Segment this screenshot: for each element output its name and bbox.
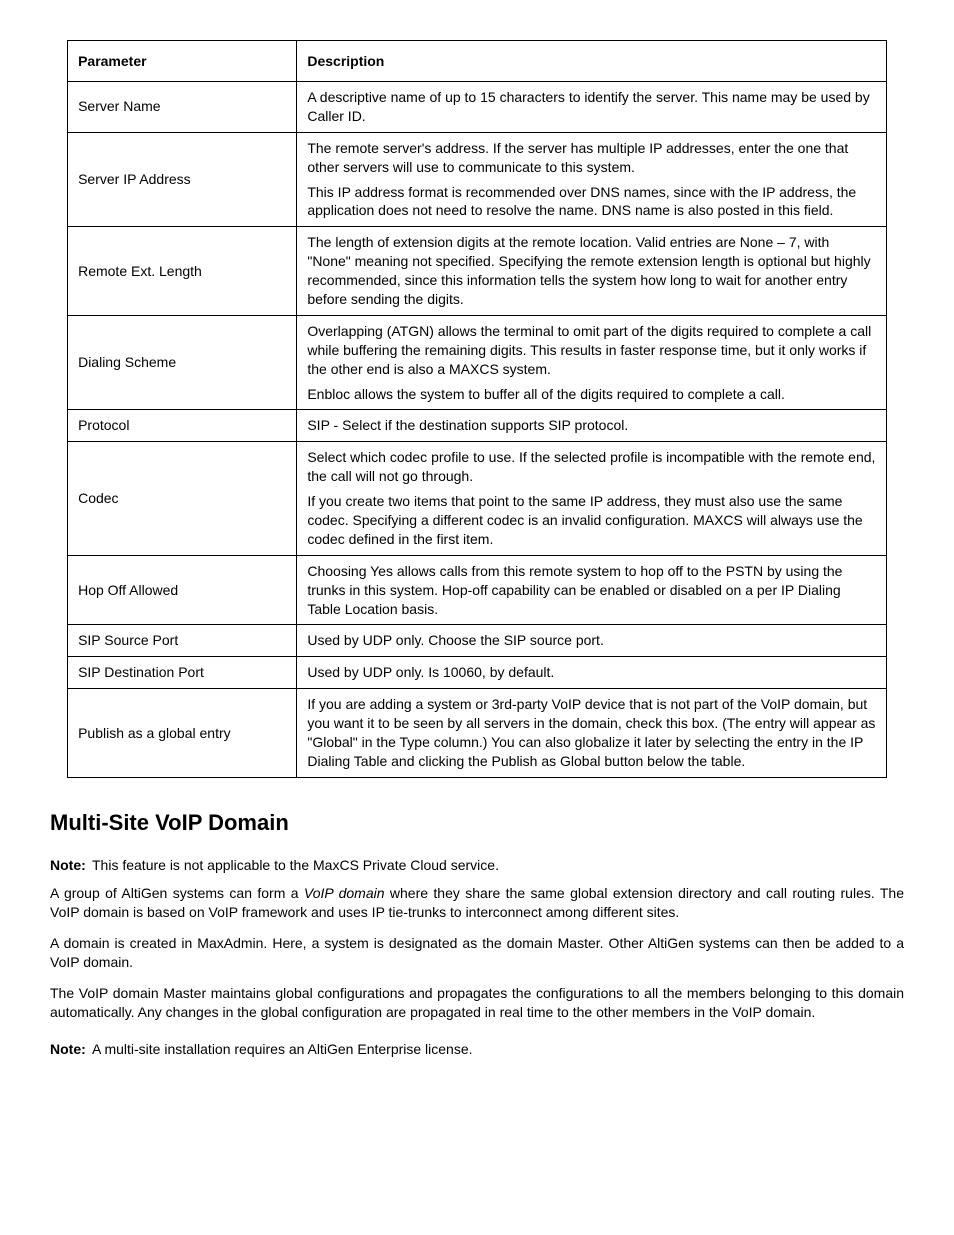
table-row: Publish as a global entry If you are add…: [68, 689, 887, 778]
desc-text: Select which codec profile to use. If th…: [307, 448, 876, 486]
desc-cell: Used by UDP only. Is 10060, by default.: [297, 657, 887, 689]
document-page: Parameter Description Server Name A desc…: [50, 40, 904, 1059]
param-cell: Dialing Scheme: [68, 315, 297, 410]
note-text: This feature is not applicable to the Ma…: [92, 856, 904, 875]
desc-cell: SIP - Select if the destination supports…: [297, 410, 887, 442]
param-cell: Remote Ext. Length: [68, 227, 297, 316]
desc-cell: A descriptive name of up to 15 character…: [297, 82, 887, 133]
param-cell: Server IP Address: [68, 132, 297, 227]
param-cell: Publish as a global entry: [68, 689, 297, 778]
parameters-table: Parameter Description Server Name A desc…: [67, 40, 887, 778]
param-cell: Codec: [68, 442, 297, 555]
note-block: Note: A multi-site installation requires…: [50, 1040, 904, 1059]
param-cell: Hop Off Allowed: [68, 555, 297, 625]
body-paragraph: The VoIP domain Master maintains global …: [50, 984, 904, 1022]
desc-text: Used by UDP only. Is 10060, by default.: [307, 663, 876, 682]
desc-cell: The remote server's address. If the serv…: [297, 132, 887, 227]
table-row: Server Name A descriptive name of up to …: [68, 82, 887, 133]
note-label: Note:: [50, 1040, 92, 1059]
note-text: A multi-site installation requires an Al…: [92, 1040, 904, 1059]
desc-cell: Choosing Yes allows calls from this remo…: [297, 555, 887, 625]
param-cell: Server Name: [68, 82, 297, 133]
desc-text: The length of extension digits at the re…: [307, 233, 876, 309]
param-cell: SIP Source Port: [68, 625, 297, 657]
desc-text: SIP - Select if the destination supports…: [307, 416, 876, 435]
table-row: SIP Source Port Used by UDP only. Choose…: [68, 625, 887, 657]
table-header-description: Description: [297, 41, 887, 82]
desc-cell: Overlapping (ATGN) allows the terminal t…: [297, 315, 887, 410]
table-row: SIP Destination Port Used by UDP only. I…: [68, 657, 887, 689]
desc-text: If you are adding a system or 3rd-party …: [307, 695, 876, 771]
body-paragraph: A domain is created in MaxAdmin. Here, a…: [50, 934, 904, 972]
table-row: Remote Ext. Length The length of extensi…: [68, 227, 887, 316]
desc-text: Used by UDP only. Choose the SIP source …: [307, 631, 876, 650]
desc-cell: Used by UDP only. Choose the SIP source …: [297, 625, 887, 657]
desc-text: The remote server's address. If the serv…: [307, 139, 876, 177]
desc-text: A descriptive name of up to 15 character…: [307, 88, 876, 126]
body-text: A group of AltiGen systems can form a: [50, 885, 304, 901]
table-header-row: Parameter Description: [68, 41, 887, 82]
table-header-parameter: Parameter: [68, 41, 297, 82]
table-row: Server IP Address The remote server's ad…: [68, 132, 887, 227]
table-row: Hop Off Allowed Choosing Yes allows call…: [68, 555, 887, 625]
note-label: Note:: [50, 856, 92, 875]
desc-text: If you create two items that point to th…: [307, 492, 876, 549]
body-paragraph: A group of AltiGen systems can form a Vo…: [50, 884, 904, 922]
desc-text: Overlapping (ATGN) allows the terminal t…: [307, 322, 876, 379]
body-emph: VoIP domain: [304, 885, 385, 901]
desc-text: Enbloc allows the system to buffer all o…: [307, 385, 876, 404]
param-cell: Protocol: [68, 410, 297, 442]
desc-cell: The length of extension digits at the re…: [297, 227, 887, 316]
section-heading: Multi-Site VoIP Domain: [50, 808, 904, 838]
desc-cell: Select which codec profile to use. If th…: [297, 442, 887, 555]
param-cell: SIP Destination Port: [68, 657, 297, 689]
table-row: Dialing Scheme Overlapping (ATGN) allows…: [68, 315, 887, 410]
desc-text: This IP address format is recommended ov…: [307, 183, 876, 221]
table-row: Codec Select which codec profile to use.…: [68, 442, 887, 555]
note-block: Note: This feature is not applicable to …: [50, 856, 904, 875]
table-row: Protocol SIP - Select if the destination…: [68, 410, 887, 442]
desc-text: Choosing Yes allows calls from this remo…: [307, 562, 876, 619]
desc-cell: If you are adding a system or 3rd-party …: [297, 689, 887, 778]
